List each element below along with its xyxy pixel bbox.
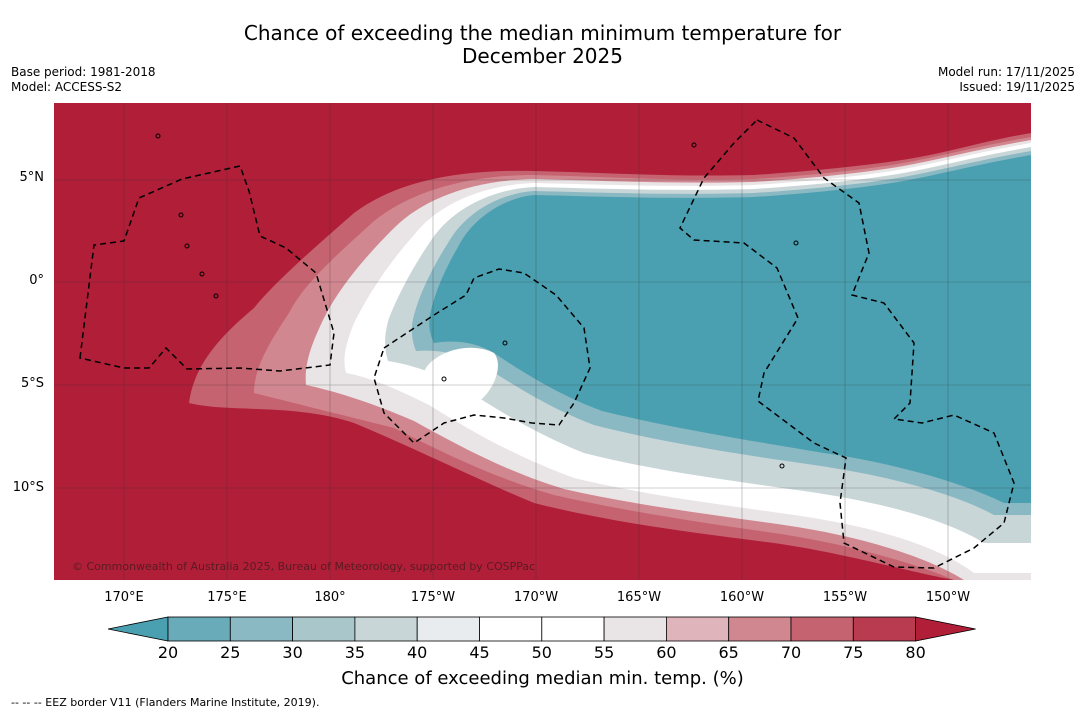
colorbar-segment [852,616,916,642]
colorbar-tick: 35 [344,643,366,662]
lon-label: 160°W [719,590,765,605]
forecast-map-svg: © Commonwealth of Australia 2025, Bureau… [54,103,1031,580]
model-run: Model run: 17/11/2025 [937,65,1075,79]
eez-footnote: -- -- -- EEZ border V11 (Flanders Marine… [11,696,320,709]
lon-label: 175°E [207,590,247,605]
lon-label: 150°W [925,590,971,605]
map-title-line1: Chance of exceeding the median minimum t… [243,21,842,45]
lat-label: 0° [29,273,44,288]
colorbar-segment [603,616,667,642]
colorbar-tick: 75 [843,643,864,662]
forecast-map: © Commonwealth of Australia 2025, Bureau… [54,103,1031,580]
lat-label: 10°S [12,480,44,495]
colorbar-tick: 20 [157,643,179,662]
copyright-notice: © Commonwealth of Australia 2025, Bureau… [72,560,535,573]
colorbar-tick: 70 [780,643,802,662]
colorbar-tick: 30 [282,643,303,662]
colorbar-segment [666,616,730,642]
lat-label: 5°N [19,170,45,185]
colorbar-tick: 60 [656,643,677,662]
colorbar-tick: 25 [220,643,241,662]
colorbar-segment [229,616,294,642]
colorbar-label: Chance of exceeding median min. temp. (%… [341,668,744,689]
colorbar-segment [479,616,543,642]
map-title-line2: December 2025 [462,44,623,68]
colorbar-segment [292,616,356,642]
issued-date: Issued: 19/11/2025 [959,80,1075,94]
lat-label: 5°S [20,376,44,391]
colorbar-tick: 50 [531,643,552,662]
colorbar-tick: 40 [407,643,428,662]
colorbar-segment [167,616,231,642]
lon-label: 180° [314,590,346,605]
lon-label: 170°E [104,590,144,605]
colorbar-segment [541,616,605,642]
colorbar-segment [790,616,854,642]
lon-label: 155°W [822,590,868,605]
colorbar-extend-low [107,616,169,642]
lon-label: 170°W [513,590,559,605]
lon-label: 165°W [616,590,662,605]
base-period: Base period: 1981-2018 [11,65,156,79]
model-name: Model: ACCESS-S2 [11,80,123,94]
colorbar-tick: 65 [718,643,739,662]
cool-region [429,155,1031,503]
islands [155,133,799,469]
colorbar-extend-high [915,616,976,642]
inlet-white [422,347,498,407]
colorbar-tick: 80 [905,643,926,662]
colorbar-segment [354,616,418,642]
colorbar [107,616,976,642]
eez-borders [79,119,1015,569]
colorbar-segment [416,616,480,642]
lon-label: 175°W [410,590,456,605]
colorbar-segment [728,616,792,642]
graticule [54,103,1031,580]
colorbar-tick: 55 [593,643,615,662]
colorbar-tick: 45 [469,643,490,662]
